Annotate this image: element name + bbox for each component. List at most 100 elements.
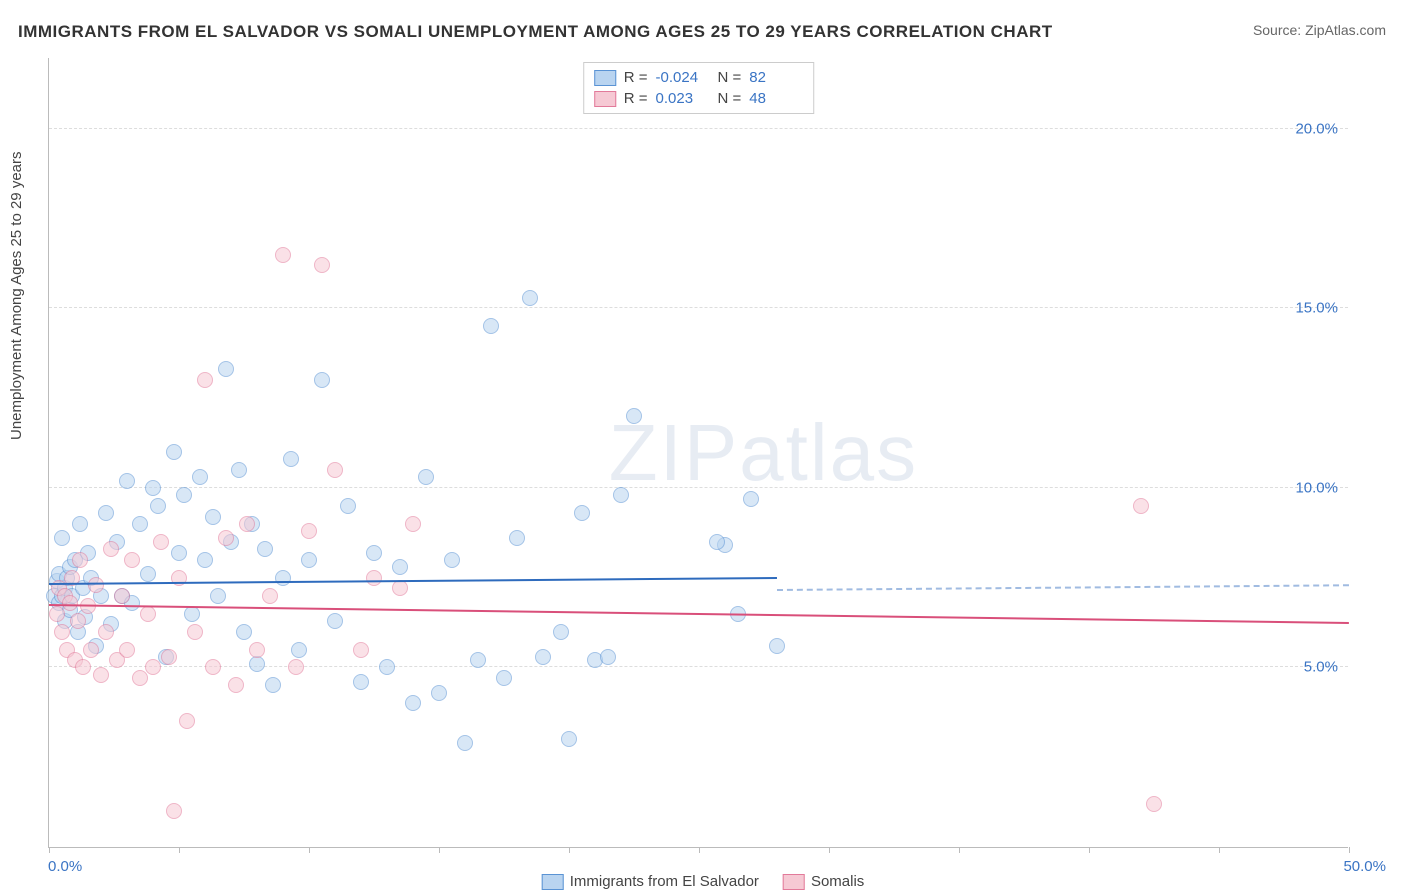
data-point-series-2 — [179, 713, 195, 729]
data-point-series-1 — [483, 318, 499, 334]
data-point-series-1 — [535, 649, 551, 665]
data-point-series-2 — [103, 541, 119, 557]
legend: Immigrants from El Salvador Somalis — [542, 873, 865, 890]
source-attribution: Source: ZipAtlas.com — [1253, 22, 1386, 38]
r-value-1: -0.024 — [656, 69, 710, 86]
data-point-series-1 — [418, 469, 434, 485]
n-value-1: 82 — [749, 69, 803, 86]
swatch-series-1 — [594, 70, 616, 86]
data-point-series-1 — [340, 498, 356, 514]
x-tick — [179, 847, 180, 853]
x-tick — [1089, 847, 1090, 853]
data-point-series-2 — [98, 624, 114, 640]
data-point-series-2 — [275, 247, 291, 263]
x-tick — [49, 847, 50, 853]
data-point-series-2 — [140, 606, 156, 622]
data-point-series-1 — [457, 735, 473, 751]
data-point-series-2 — [197, 372, 213, 388]
data-point-series-2 — [392, 580, 408, 596]
r-value-2: 0.023 — [656, 90, 710, 107]
data-point-series-1 — [709, 534, 725, 550]
legend-swatch-1 — [542, 874, 564, 890]
data-point-series-1 — [197, 552, 213, 568]
watermark: ZIPatlas — [609, 407, 918, 499]
data-point-series-1 — [314, 372, 330, 388]
data-point-series-2 — [218, 530, 234, 546]
data-point-series-2 — [187, 624, 203, 640]
data-point-series-2 — [132, 670, 148, 686]
data-point-series-2 — [62, 595, 78, 611]
x-tick — [439, 847, 440, 853]
y-tick-label: 5.0% — [1304, 659, 1338, 676]
data-point-series-1 — [327, 613, 343, 629]
x-tick — [699, 847, 700, 853]
data-point-series-1 — [561, 731, 577, 747]
data-point-series-2 — [114, 588, 130, 604]
data-point-series-2 — [288, 659, 304, 675]
data-point-series-1 — [236, 624, 252, 640]
data-point-series-2 — [72, 552, 88, 568]
plot-area: ZIPatlas R =-0.024 N =82 R =0.023 N =48 … — [48, 58, 1348, 848]
trend-line-series-2 — [49, 604, 1349, 624]
data-point-series-2 — [1146, 796, 1162, 812]
data-point-series-1 — [379, 659, 395, 675]
y-tick-label: 10.0% — [1295, 479, 1338, 496]
data-point-series-2 — [124, 552, 140, 568]
data-point-series-2 — [161, 649, 177, 665]
data-point-series-1 — [392, 559, 408, 575]
x-tick — [569, 847, 570, 853]
data-point-series-2 — [405, 516, 421, 532]
legend-swatch-2 — [783, 874, 805, 890]
data-point-series-1 — [509, 530, 525, 546]
data-point-series-1 — [470, 652, 486, 668]
data-point-series-2 — [366, 570, 382, 586]
data-point-series-2 — [1133, 498, 1149, 514]
data-point-series-1 — [769, 638, 785, 654]
data-point-series-2 — [93, 667, 109, 683]
data-point-series-1 — [231, 462, 247, 478]
data-point-series-1 — [743, 491, 759, 507]
data-point-series-2 — [54, 624, 70, 640]
data-point-series-1 — [145, 480, 161, 496]
x-tick — [1219, 847, 1220, 853]
data-point-series-1 — [444, 552, 460, 568]
data-point-series-1 — [150, 498, 166, 514]
gridline — [49, 128, 1348, 129]
data-point-series-2 — [83, 642, 99, 658]
x-tick — [829, 847, 830, 853]
x-tick — [1349, 847, 1350, 853]
data-point-series-1 — [275, 570, 291, 586]
data-point-series-2 — [228, 677, 244, 693]
stats-box: R =-0.024 N =82 R =0.023 N =48 — [583, 62, 815, 114]
trend-line-dashed-series-1 — [777, 584, 1349, 591]
data-point-series-1 — [249, 656, 265, 672]
data-point-series-1 — [283, 451, 299, 467]
data-point-series-1 — [132, 516, 148, 532]
data-point-series-1 — [626, 408, 642, 424]
data-point-series-1 — [366, 545, 382, 561]
x-tick — [309, 847, 310, 853]
data-point-series-1 — [431, 685, 447, 701]
data-point-series-1 — [210, 588, 226, 604]
y-tick-label: 15.0% — [1295, 300, 1338, 317]
data-point-series-2 — [353, 642, 369, 658]
trend-line-series-1 — [49, 577, 777, 585]
x-tick-label-max: 50.0% — [1343, 858, 1386, 875]
data-point-series-2 — [166, 803, 182, 819]
data-point-series-2 — [49, 606, 65, 622]
data-point-series-2 — [145, 659, 161, 675]
legend-item-1: Immigrants from El Salvador — [542, 873, 759, 890]
data-point-series-2 — [70, 613, 86, 629]
y-axis-label: Unemployment Among Ages 25 to 29 years — [8, 151, 25, 440]
data-point-series-2 — [153, 534, 169, 550]
stats-row-series-2: R =0.023 N =48 — [594, 88, 804, 109]
y-tick-label: 20.0% — [1295, 120, 1338, 137]
data-point-series-1 — [119, 473, 135, 489]
chart-title: IMMIGRANTS FROM EL SALVADOR VS SOMALI UN… — [18, 22, 1053, 42]
data-point-series-2 — [239, 516, 255, 532]
x-tick-label-min: 0.0% — [48, 858, 82, 875]
data-point-series-1 — [72, 516, 88, 532]
data-point-series-1 — [171, 545, 187, 561]
data-point-series-1 — [54, 530, 70, 546]
data-point-series-1 — [166, 444, 182, 460]
